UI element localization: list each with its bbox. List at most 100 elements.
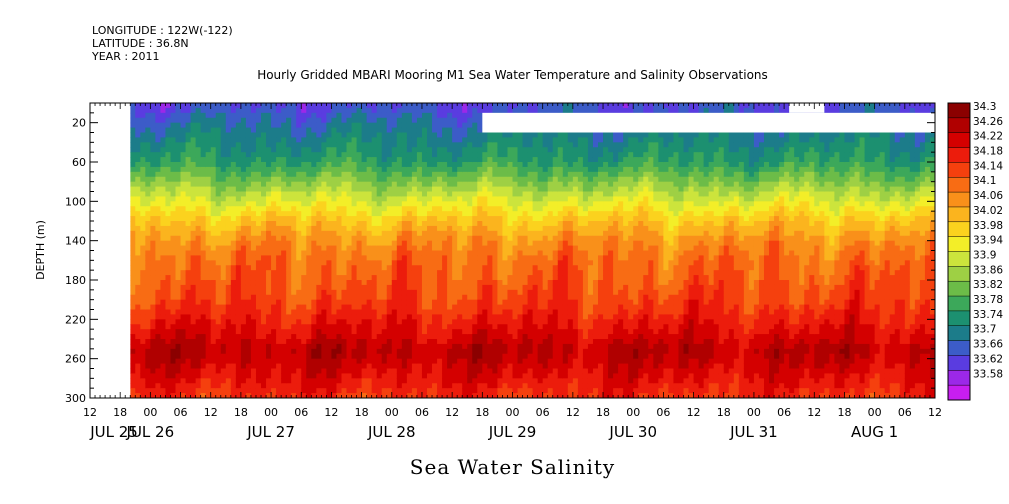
heat-cell xyxy=(240,368,247,375)
heat-cell xyxy=(341,103,348,109)
heat-cell xyxy=(220,230,227,237)
heat-cell xyxy=(356,309,363,316)
heat-cell xyxy=(512,240,519,247)
heat-cell xyxy=(396,157,403,163)
heat-cell xyxy=(195,230,202,237)
heat-cell xyxy=(190,221,197,227)
heat-cell xyxy=(361,112,368,119)
heat-cell xyxy=(331,147,338,153)
heat-cell xyxy=(200,157,207,163)
heat-cell xyxy=(245,299,252,306)
heat-cell xyxy=(145,255,151,261)
heat-cell xyxy=(240,304,247,311)
heat-cell xyxy=(255,304,262,311)
heat-cell xyxy=(135,127,141,134)
heat-cell xyxy=(492,343,499,350)
heat-cell xyxy=(522,304,529,311)
heat-cell xyxy=(195,353,202,360)
heat-cell xyxy=(432,240,438,247)
heat-cell xyxy=(250,230,257,237)
heat-cell xyxy=(396,294,403,301)
heat-cell xyxy=(492,265,499,271)
heat-cell xyxy=(416,221,423,227)
heat-cell xyxy=(341,393,348,398)
heat-cell xyxy=(255,373,262,379)
heat-cell xyxy=(245,235,252,242)
heat-cell xyxy=(442,216,448,222)
heat-cell xyxy=(225,211,232,217)
heat-cell xyxy=(215,353,222,360)
heat-cell xyxy=(416,265,423,271)
heat-cell xyxy=(386,314,393,320)
heat-cell xyxy=(396,329,403,335)
heat-cell xyxy=(507,142,514,148)
heat-cell xyxy=(150,329,156,335)
heat-cell xyxy=(391,206,398,212)
heat-cell xyxy=(542,309,549,316)
heat-cell xyxy=(416,206,423,212)
heat-cell xyxy=(225,280,232,286)
heat-cell xyxy=(452,107,458,114)
heat-cell xyxy=(306,176,312,183)
heat-cell xyxy=(426,358,433,365)
heat-cell xyxy=(472,196,478,202)
heat-cell xyxy=(371,388,378,394)
heat-cell xyxy=(135,152,141,158)
heat-cell xyxy=(376,388,383,394)
heat-cell xyxy=(517,230,524,237)
heat-cell xyxy=(180,132,187,139)
heat-cell xyxy=(527,132,534,139)
heat-cell xyxy=(301,186,307,193)
heat-cell xyxy=(537,225,544,232)
heat-cell xyxy=(502,368,509,375)
heat-cell xyxy=(462,373,468,379)
heat-cell xyxy=(542,353,549,360)
heat-cell xyxy=(452,181,458,188)
heat-cell xyxy=(210,127,217,134)
heat-cell xyxy=(175,304,182,311)
heat-cell xyxy=(135,378,141,384)
heat-cell xyxy=(497,211,504,217)
heat-cell xyxy=(472,191,478,198)
heat-cell xyxy=(160,191,167,198)
heat-cell xyxy=(341,142,348,148)
heat-cell xyxy=(452,186,458,193)
heat-cell xyxy=(341,171,348,178)
heat-cell xyxy=(271,250,277,257)
heat-cell xyxy=(452,127,458,134)
heat-cell xyxy=(301,378,307,384)
heat-cell xyxy=(135,147,141,153)
heat-cell xyxy=(426,329,433,335)
heat-cell xyxy=(215,294,222,301)
heat-cell xyxy=(301,147,307,153)
heat-cell xyxy=(326,245,333,252)
heat-cell xyxy=(527,358,534,365)
heat-cell xyxy=(432,206,438,212)
heat-cell xyxy=(426,240,433,247)
heat-cell xyxy=(447,294,453,301)
heat-cell xyxy=(255,240,262,247)
heat-cell xyxy=(281,299,287,306)
heat-cell xyxy=(150,216,156,222)
heat-cell xyxy=(351,363,358,370)
heat-cell xyxy=(467,289,473,296)
heat-cell xyxy=(542,152,549,158)
heat-cell xyxy=(235,250,242,257)
heat-cell xyxy=(215,343,222,350)
heat-cell xyxy=(351,324,358,330)
heat-cell xyxy=(452,162,458,168)
heat-cell xyxy=(235,314,242,320)
heat-cell xyxy=(331,166,338,173)
heat-cell xyxy=(376,157,383,163)
heat-cell xyxy=(200,284,207,291)
heat-cell xyxy=(346,265,353,271)
heat-cell xyxy=(512,324,519,330)
heat-cell xyxy=(316,240,322,247)
heat-cell xyxy=(421,270,428,276)
heat-cell xyxy=(381,201,388,207)
heat-cell xyxy=(195,152,202,158)
heat-cell xyxy=(225,348,232,355)
heat-cell xyxy=(220,191,227,198)
heat-cell xyxy=(492,152,499,158)
heat-cell xyxy=(205,255,212,261)
